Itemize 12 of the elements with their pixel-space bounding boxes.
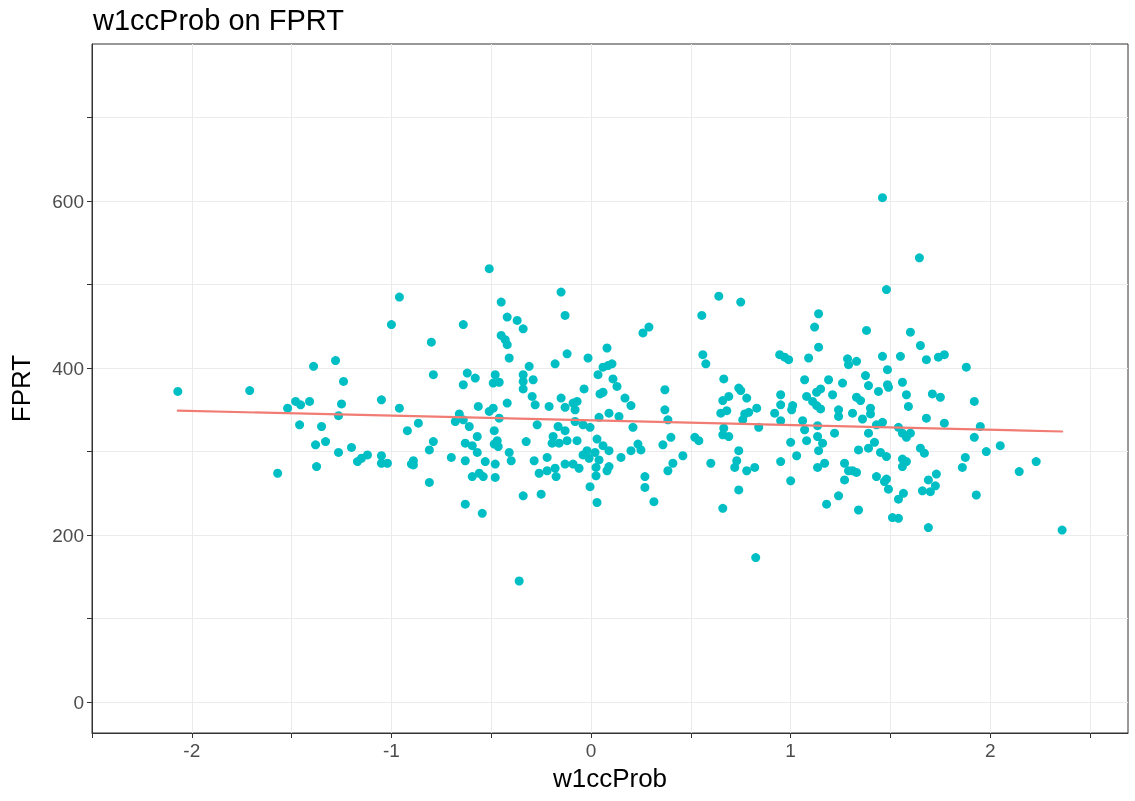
- y-axis-title: FPRT: [6, 354, 36, 423]
- x-axis-title: w1ccProb: [551, 763, 668, 793]
- y-tick-label: 200: [52, 524, 84, 546]
- chart-title: w1ccProb on FPRT: [92, 3, 345, 36]
- x-tick-label: 2: [984, 740, 996, 761]
- x-tick-label: 1: [785, 740, 796, 761]
- y-tick-label: 400: [52, 357, 84, 379]
- y-tick-label: 0: [73, 691, 84, 713]
- x-tick-label: -1: [382, 740, 400, 761]
- y-tick-label: 600: [52, 190, 84, 212]
- x-tick-label: 0: [585, 740, 597, 761]
- x-tick-label: -2: [183, 740, 201, 761]
